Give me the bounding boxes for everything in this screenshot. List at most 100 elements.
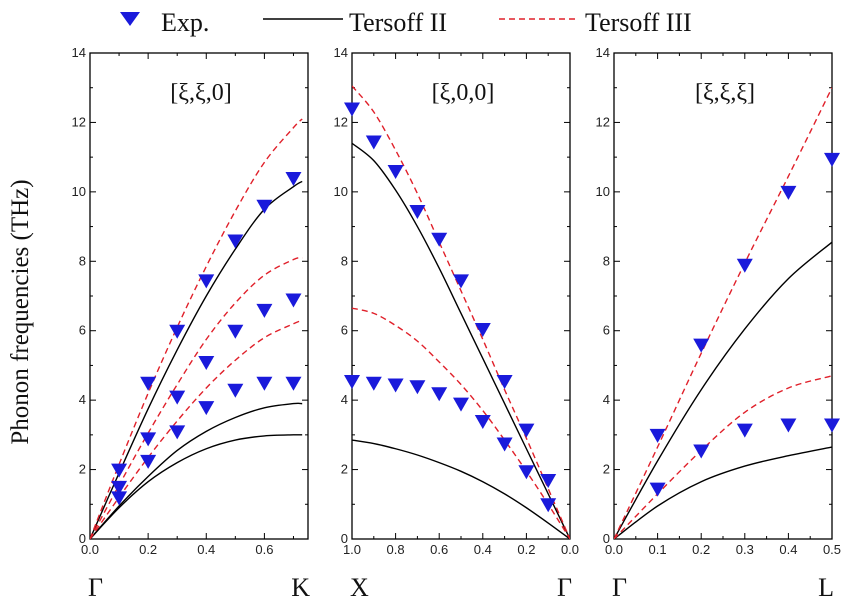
exp-marker [824,152,840,167]
plot-area [614,87,832,539]
y-tick-label: 4 [603,392,610,407]
exp-marker [111,480,128,495]
x-tick-label: 1.0 [343,542,361,557]
x-tick-label: 0.2 [517,542,535,557]
exp-marker [111,491,128,506]
symmetry-label-left: Γ [612,573,627,601]
exp-marker [365,135,382,150]
exp-marker [198,355,215,370]
exp-marker [409,204,426,219]
exp-marker [169,390,186,405]
exp-marker [285,171,302,186]
x-tick-label: 0.5 [823,542,841,557]
y-tick-label: 12 [72,114,86,129]
exp-marker [227,324,244,339]
tersoff2-curve [352,439,570,539]
tersoff3-curve [90,257,303,539]
exp-marker [518,423,535,438]
exp-marker [474,322,491,337]
exp-marker [474,414,491,429]
panel-2: 0 2 4 6 8 10 12 14 1.0 0.8 0.6 0.4 0.2 0.0 [ξ,0,0] X Γ [334,45,580,601]
y-tick-label: 0 [603,531,610,546]
y-axis-label: Phonon frequencies (THz) [7,179,34,444]
y-tick-label: 6 [79,323,86,338]
tersoff2-curve [614,241,832,539]
exp-marker [496,437,513,452]
panel-3: 0 2 4 6 8 10 12 14 0.0 0.1 0.2 0.3 0.4 0.5 [ξ,ξ,ξ] Γ L [596,45,842,601]
exp-marker [256,199,273,214]
x-tick-label: 0.3 [736,542,754,557]
x-tick-label: 0.6 [430,542,448,557]
exp-marker [518,465,535,480]
panel-title: [ξ,0,0] [432,80,495,106]
tersoff3-curve [614,375,832,539]
y-tick-label: 8 [79,253,86,268]
symmetry-label-right: Γ [557,573,572,601]
exp-marker [780,185,797,200]
exp-marker [256,376,273,391]
exp-marker [824,418,840,433]
x-tick-label: 0.0 [605,542,623,557]
x-tick-label: 0.4 [474,542,492,557]
exp-marker [344,375,360,390]
exp-marker [409,380,426,395]
exp-marker [649,482,666,497]
panel-title: [ξ,ξ,0] [170,80,231,106]
exp-marker [227,234,244,249]
tersoff2-curve [90,402,303,539]
tersoff3-curve [352,85,570,539]
exp-marker [693,338,710,353]
y-tick-label: 12 [596,114,610,129]
tersoff3-curve [90,319,303,539]
tersoff2-curve [352,142,570,539]
legend: Exp. Tersoff II Tersoff III [120,8,692,37]
exp-marker [169,324,186,339]
y-tick-label: 6 [603,323,610,338]
tersoff2-curve [90,180,303,539]
x-tick-label: 0.6 [255,542,273,557]
exp-marker [649,428,666,443]
tersoff3-curve [614,87,832,539]
legend-exp-marker [120,12,140,26]
exp-marker [431,387,448,402]
y-tick-label: 8 [603,253,610,268]
legend-tersoff3-label: Tersoff III [585,8,692,37]
panel-title: [ξ,ξ,ξ] [695,80,755,106]
exp-marker [169,425,186,440]
y-tick-label: 10 [334,184,348,199]
plot-area [90,118,303,539]
exp-marker [198,274,215,289]
x-tick-label: 0.4 [779,542,797,557]
exp-marker [365,376,382,391]
exp-marker [540,498,557,513]
x-tick-label: 0.2 [139,542,157,557]
exp-marker [387,378,404,393]
exp-marker [140,454,157,469]
tersoff2-curve [614,446,832,539]
exp-marker [540,473,557,488]
exp-marker [736,258,753,273]
exp-marker [496,375,513,390]
y-tick-label: 0 [341,531,348,546]
exp-marker [780,418,797,433]
legend-exp-label: Exp. [161,8,209,37]
plot-area [352,85,570,539]
x-tick-label: 0.4 [197,542,215,557]
exp-marker [256,303,273,318]
exp-marker [140,432,157,447]
y-tick-label: 12 [334,114,348,129]
symmetry-label-left: X [350,573,369,601]
y-tick-label: 4 [341,392,348,407]
tersoff3-curve [90,118,303,539]
symmetry-label-right: K [291,573,310,601]
tersoff2-curve [90,434,303,539]
symmetry-label-right: L [818,573,834,601]
exp-marker [453,274,469,289]
y-tick-label: 8 [341,253,348,268]
tersoff3-curve [352,307,570,539]
y-tick-label: 10 [72,184,86,199]
x-tick-label: 0.8 [387,542,405,557]
y-tick-label: 4 [79,392,86,407]
exp-marker [387,165,404,180]
